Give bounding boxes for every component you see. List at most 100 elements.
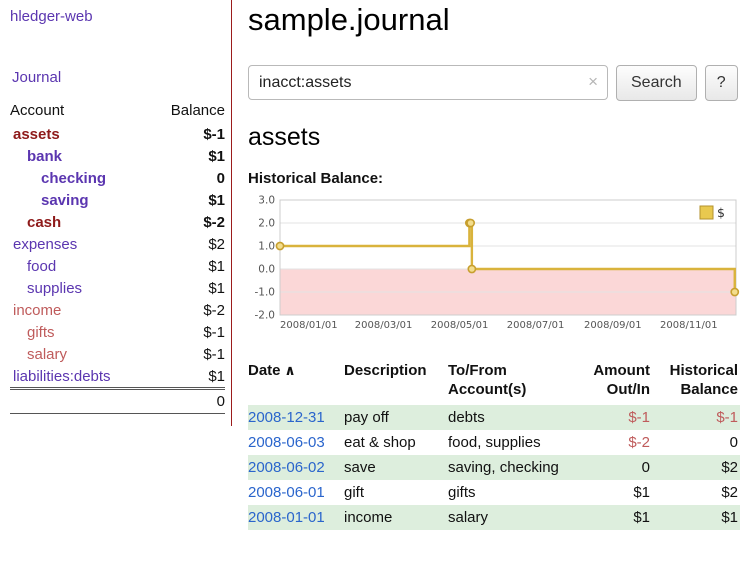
data-point bbox=[275, 241, 285, 251]
transaction-date-link[interactable]: 2008-06-03 bbox=[248, 433, 325, 451]
account-heading: assets bbox=[248, 122, 321, 151]
account-cell: income bbox=[10, 299, 150, 321]
transaction-accounts: debts bbox=[448, 404, 574, 430]
account-row: bank $1 bbox=[10, 145, 225, 167]
register-row: 2008-06-03 eat & shop food, supplies $-2 0 bbox=[248, 430, 740, 455]
header-line: Date ∧ bbox=[248, 361, 296, 379]
register-header-amount: Amount Out/In bbox=[574, 359, 652, 405]
register-header-date[interactable]: Date ∧ bbox=[248, 359, 344, 405]
account-link[interactable]: gifts bbox=[27, 323, 55, 341]
transaction-date-cell: 2008-06-02 bbox=[248, 454, 344, 480]
account-row: supplies $1 bbox=[10, 277, 225, 299]
x-tick-label: 2008/05/01 bbox=[431, 320, 489, 331]
transaction-description: pay off bbox=[344, 404, 448, 430]
search-button[interactable]: Search bbox=[616, 64, 697, 101]
y-tick-label: 0.0 bbox=[258, 263, 275, 275]
y-tick-label: -2.0 bbox=[255, 309, 276, 321]
account-cell: supplies bbox=[10, 277, 150, 299]
accounts-header-balance: Balance bbox=[170, 102, 225, 119]
transaction-amount: $-1 bbox=[574, 404, 652, 430]
transaction-balance: $-1 bbox=[652, 404, 740, 430]
x-tick-label: 2008/07/01 bbox=[507, 320, 565, 331]
header-line: Amount bbox=[593, 361, 650, 379]
search-input[interactable] bbox=[248, 65, 608, 101]
register-table: Date ∧ Description To/From Account(s) Amount… bbox=[248, 359, 740, 530]
chart-title: Historical Balance: bbox=[248, 169, 384, 187]
account-balance: $-2 bbox=[203, 213, 225, 231]
x-tick-label: 2008/03/01 bbox=[355, 320, 413, 331]
account-cell: cash bbox=[10, 211, 150, 233]
search-row: × Search ? bbox=[248, 64, 740, 101]
balance-chart-svg: 3.0 2.0 1.0 0.0 -1.0 -2.0 2008/01/01 2008/03/01… bbox=[255, 194, 740, 331]
data-point bbox=[466, 218, 476, 228]
header-line: Balance bbox=[680, 381, 738, 399]
account-link[interactable]: liabilities:debts bbox=[13, 367, 111, 385]
register-header-row: Date ∧ Description To/From Account(s) Amount… bbox=[248, 359, 740, 405]
transaction-date-link[interactable]: 2008-06-01 bbox=[248, 483, 325, 501]
account-balance: $-1 bbox=[203, 125, 225, 143]
transaction-balance: $2 bbox=[652, 454, 740, 480]
account-link[interactable]: income bbox=[13, 301, 62, 319]
help-button[interactable]: ? bbox=[704, 64, 738, 101]
account-row: expenses $2 bbox=[10, 233, 225, 255]
app-title-link[interactable]: hledger-web bbox=[10, 8, 93, 25]
data-point bbox=[467, 264, 477, 274]
account-row: saving $1 bbox=[10, 189, 225, 211]
search-field-wrap: × bbox=[248, 65, 608, 101]
y-tick-label: 1.0 bbox=[258, 240, 275, 252]
account-link[interactable]: supplies bbox=[27, 279, 83, 297]
transaction-date-cell: 2008-06-01 bbox=[248, 480, 344, 505]
header-line: To/From bbox=[448, 361, 507, 379]
journal-link[interactable]: Journal bbox=[12, 69, 62, 86]
sidebar: hledger-web Journal Account Balance asse… bbox=[0, 0, 232, 426]
transaction-amount: $-2 bbox=[628, 433, 650, 451]
account-cell: food bbox=[10, 255, 150, 277]
transaction-accounts: food, supplies bbox=[448, 433, 541, 451]
transaction-date-cell: 2008-06-03 bbox=[248, 430, 344, 455]
account-link[interactable]: bank bbox=[27, 147, 63, 165]
legend-label: $ bbox=[717, 205, 725, 220]
register-row: 2008-06-01 gift gifts $1 $2 bbox=[248, 480, 740, 505]
accounts-header-account: Account bbox=[10, 102, 65, 119]
account-cell: assets bbox=[10, 123, 150, 145]
account-balance: $1 bbox=[208, 147, 225, 165]
transaction-date-link[interactable]: 2008-06-02 bbox=[248, 458, 325, 476]
transaction-date-link[interactable]: 2008-01-01 bbox=[248, 508, 325, 526]
account-balance: $-2 bbox=[203, 301, 225, 319]
transaction-description: income bbox=[344, 504, 448, 530]
account-link[interactable]: salary bbox=[27, 345, 68, 363]
clear-search-icon[interactable]: × bbox=[588, 72, 598, 92]
y-tick-label: 2.0 bbox=[258, 217, 275, 229]
x-tick-label: 2008/09/01 bbox=[584, 320, 642, 331]
account-link[interactable]: expenses bbox=[13, 235, 78, 253]
transaction-amount: $1 bbox=[633, 483, 650, 501]
accounts-total-value: 0 bbox=[149, 387, 225, 414]
transaction-balance: 0 bbox=[729, 433, 738, 451]
account-link[interactable]: food bbox=[27, 257, 57, 275]
x-tick-label: 2008/01/01 bbox=[280, 320, 338, 331]
register-header-balance: Historical Balance bbox=[652, 359, 740, 405]
account-row: gifts $-1 bbox=[10, 321, 225, 343]
transaction-description: eat & shop bbox=[344, 433, 416, 451]
account-balance: $1 bbox=[208, 257, 225, 275]
transaction-date-link[interactable]: 2008-12-31 bbox=[248, 408, 325, 426]
y-tick-label: 3.0 bbox=[258, 195, 275, 207]
account-link[interactable]: cash bbox=[27, 213, 62, 231]
sort-ascending-icon: ∧ bbox=[280, 361, 296, 378]
account-cell: gifts bbox=[10, 321, 150, 343]
transaction-accounts: salary bbox=[448, 504, 574, 530]
register-header-description: Description bbox=[344, 359, 448, 405]
transaction-accounts: gifts bbox=[448, 483, 476, 501]
account-link[interactable]: checking bbox=[41, 169, 107, 187]
account-row: assets $-1 bbox=[10, 123, 225, 145]
transaction-date-cell: 2008-12-31 bbox=[248, 404, 344, 430]
x-tick-label: 2008/11/01 bbox=[660, 320, 718, 331]
transaction-description: save bbox=[344, 454, 448, 480]
y-tick-label: -1.0 bbox=[255, 286, 276, 298]
account-link[interactable]: assets bbox=[13, 125, 60, 143]
account-link[interactable]: saving bbox=[41, 191, 89, 209]
register-header-tofrom: To/From Account(s) bbox=[448, 359, 574, 405]
account-cell: expenses bbox=[10, 233, 150, 255]
account-row: liabilities:debts $1 bbox=[10, 365, 225, 389]
account-balance: $-1 bbox=[203, 345, 225, 363]
